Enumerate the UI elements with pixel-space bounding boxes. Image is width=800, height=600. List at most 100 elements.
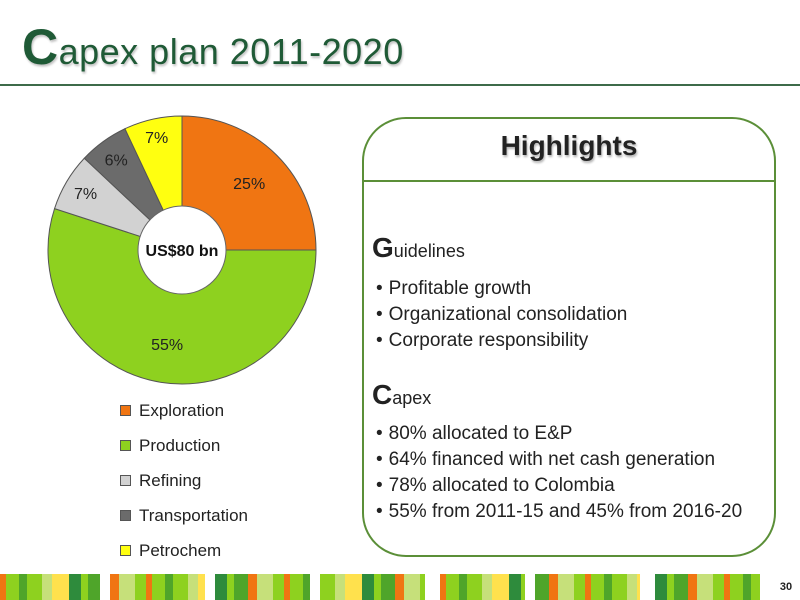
stripe-block [188, 574, 198, 600]
slide-title-initial: C [22, 19, 59, 75]
stripe-block [173, 574, 188, 600]
stripe-block [88, 574, 100, 600]
stripe-block [395, 574, 404, 600]
stripe-block [549, 574, 558, 600]
stripe-block [697, 574, 713, 600]
legend-label: Refining [139, 470, 202, 490]
highlights-heading: Highlights [500, 130, 638, 161]
footer-stripe [0, 574, 760, 600]
title-divider [0, 84, 800, 86]
stripe-block [165, 574, 173, 600]
capex-pie-chart: 25% 55% 7% 6% 7% US$80 bn [47, 115, 317, 385]
guidelines-list: Profitable growth Organizational consoli… [376, 276, 628, 354]
stripe-block [381, 574, 395, 600]
guideline-item: Organizational consolidation [376, 302, 628, 328]
center-label: US$80 bn [146, 243, 219, 260]
stripe-block [374, 574, 381, 600]
stripe-block [440, 574, 446, 600]
legend-item-refining: Refining [120, 463, 248, 498]
stripe-block [574, 574, 585, 600]
stripe-block [335, 574, 345, 600]
donut-hole [137, 205, 227, 295]
stripe-block [290, 574, 303, 600]
stripe-block [345, 574, 362, 600]
capex-heading: Capex [372, 379, 431, 411]
legend-item-exploration: Exploration [120, 393, 248, 428]
stripe-block [119, 574, 135, 600]
stripe-block [730, 574, 743, 600]
capex-item: 80% allocated to E&P [376, 421, 742, 447]
capex-list: 80% allocated to E&P 64% financed with n… [376, 421, 742, 525]
capex-initial: C [372, 379, 393, 410]
stripe-block [42, 574, 52, 600]
stripe-block [248, 574, 257, 600]
stripe-block [446, 574, 459, 600]
stripe-block [535, 574, 549, 600]
stripe-block [234, 574, 248, 600]
capex-item: 64% financed with net cash generation [376, 447, 742, 473]
legend-item-production: Production [120, 428, 248, 463]
stripe-block [81, 574, 88, 600]
legend-label: Exploration [139, 400, 225, 420]
guideline-item: Profitable growth [376, 276, 627, 302]
stripe-block [509, 574, 521, 600]
capex-item: 55% from 2011-15 and 45% from 2016-20 [376, 499, 742, 525]
stripe-block [604, 574, 612, 600]
guidelines-initial: G [372, 232, 394, 263]
stripe-block [0, 574, 6, 600]
stripe-block [667, 574, 674, 600]
legend-swatch [120, 405, 131, 416]
chart-legend: Exploration Production Refining Transportat… [120, 393, 248, 568]
data-label-petrochem: 7% [145, 130, 168, 147]
pie-slice-production [47, 207, 317, 385]
stripe-block [198, 574, 205, 600]
stripe-block [713, 574, 724, 600]
data-label-exploration: 25% [233, 176, 265, 193]
stripe-block [612, 574, 627, 600]
stripe-block [146, 574, 152, 600]
stripe-block [655, 574, 667, 600]
stripe-block [273, 574, 284, 600]
stripe-block [521, 574, 525, 600]
data-label-refining: 7% [74, 186, 97, 203]
legend-swatch [120, 545, 131, 556]
stripe-block [303, 574, 310, 600]
legend-item-petrochem: Petrochem [120, 533, 248, 568]
stripe-block [467, 574, 482, 600]
stripe-block [320, 574, 335, 600]
stripe-block [482, 574, 492, 600]
slide-title-rest: apex plan 2011-2020 [58, 31, 404, 72]
stripe-block [637, 574, 640, 600]
highlights-divider [362, 180, 776, 182]
legend-label: Petrochem [139, 540, 222, 560]
page-number: 30 [772, 574, 800, 600]
legend-swatch [120, 440, 131, 451]
stripe-block [135, 574, 146, 600]
stripe-block [627, 574, 637, 600]
stripe-block [674, 574, 688, 600]
stripe-block [420, 574, 425, 600]
slide-title: Capex plan 2011-2020 [22, 18, 404, 76]
stripe-block [257, 574, 273, 600]
stripe-block [362, 574, 374, 600]
legend-swatch [120, 475, 131, 486]
legend-label: Transportation [139, 505, 248, 525]
stripe-block [215, 574, 227, 600]
capex-item: 78% allocated to Colombia [376, 473, 742, 499]
data-label-transportation: 6% [105, 152, 128, 169]
stripe-block [558, 574, 574, 600]
stripe-block [27, 574, 42, 600]
stripe-block [724, 574, 730, 600]
capex-rest: apex [392, 388, 432, 408]
stripe-block [492, 574, 509, 600]
data-label-production: 55% [151, 337, 183, 354]
stripe-block [284, 574, 290, 600]
legend-item-transportation: Transportation [120, 498, 248, 533]
stripe-block [19, 574, 27, 600]
legend-label: Production [139, 435, 221, 455]
stripe-block [459, 574, 467, 600]
stripe-block [743, 574, 751, 600]
stripe-block [585, 574, 591, 600]
guidelines-rest: uidelines [393, 241, 465, 261]
pie-slice-exploration [181, 115, 317, 251]
